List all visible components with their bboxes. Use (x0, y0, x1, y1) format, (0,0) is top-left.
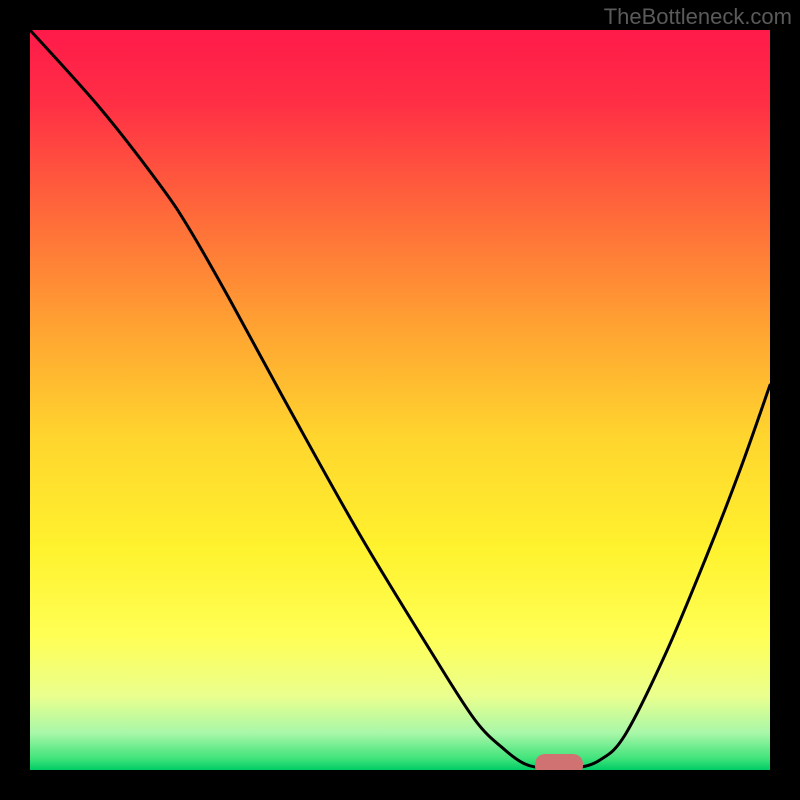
gradient-background (30, 30, 770, 770)
watermark-text: TheBottleneck.com (604, 4, 792, 30)
chart-svg (30, 30, 770, 770)
optimal-marker (535, 754, 583, 770)
chart-frame: TheBottleneck.com (0, 0, 800, 800)
plot-area (30, 30, 770, 770)
